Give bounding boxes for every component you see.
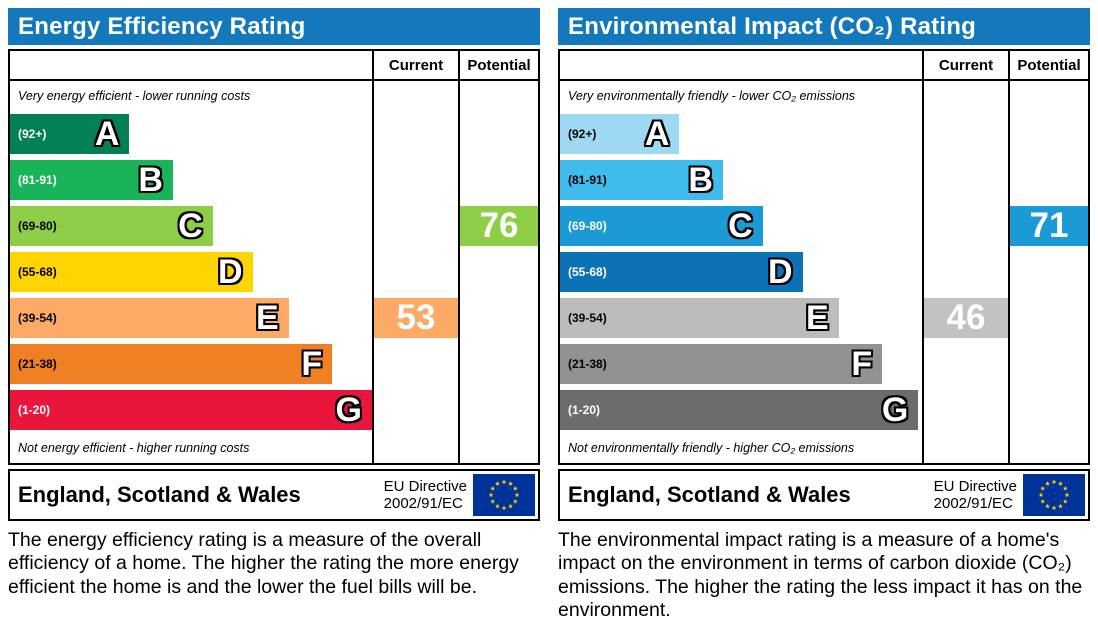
band-bar-c: (69-80) C <box>10 206 213 246</box>
band-row-d: (55-68) D <box>560 249 1088 295</box>
band-letter: E <box>806 299 829 337</box>
band-letter: C <box>178 207 203 245</box>
band-bar-b: (81-91) B <box>560 160 723 200</box>
bottom-note-row: Not energy efficient - higher running co… <box>10 433 538 463</box>
top-note-row: Very environmentally friendly - lower CO… <box>560 81 1088 111</box>
current-column-header: Current <box>372 51 458 79</box>
band-bar-f: (21-38) F <box>10 344 333 384</box>
eu-flag-icon <box>1023 474 1085 516</box>
band-bar-a: (92+) A <box>560 114 680 154</box>
band-row-b: (81-91) B <box>10 157 538 203</box>
band-letter: G <box>335 391 362 429</box>
band-range: (55-68) <box>568 265 607 279</box>
band-range: (39-54) <box>568 311 607 325</box>
top-note: Very environmentally friendly - lower CO… <box>568 89 856 103</box>
current-column-header: Current <box>922 51 1008 79</box>
band-range: (81-91) <box>568 173 607 187</box>
bottom-note: Not environmentally friendly - higher CO… <box>568 441 855 455</box>
band-row-d: (55-68) D <box>10 249 538 295</box>
band-row-e: (39-54) E 46 <box>560 295 1088 341</box>
chart-title: Environmental Impact (CO₂) Rating <box>558 8 1090 45</box>
band-row-f: (21-38) F <box>560 341 1088 387</box>
band-letter: D <box>217 253 243 291</box>
eu-flag-icon <box>473 474 535 516</box>
band-bar-a: (92+) A <box>10 114 130 154</box>
band-bar-e: (39-54) E <box>560 298 839 338</box>
band-bar-e: (39-54) E <box>10 298 289 338</box>
band-bar-g: (1-20) G <box>560 390 919 430</box>
footer: England, Scotland & Wales EU Directive 2… <box>558 469 1090 521</box>
footer: England, Scotland & Wales EU Directive 2… <box>8 469 540 521</box>
band-row-g: (1-20) G <box>10 387 538 433</box>
eu-directive-label: EU Directive 2002/91/EC <box>383 477 467 512</box>
band-letter: A <box>644 115 670 153</box>
band-letter: C <box>728 207 753 245</box>
bottom-note-row: Not environmentally friendly - higher CO… <box>560 433 1088 463</box>
column-header-row: Current Potential <box>10 51 538 81</box>
band-row-b: (81-91) B <box>560 157 1088 203</box>
potential-column-header: Potential <box>1008 51 1088 79</box>
band-range: (55-68) <box>18 265 57 279</box>
band-letter: B <box>138 161 163 199</box>
band-bar-c: (69-80) C <box>560 206 763 246</box>
current-rating-value: 53 <box>374 298 458 338</box>
chart-caption: The energy efficiency rating is a measur… <box>8 529 519 598</box>
column-header-row: Current Potential <box>560 51 1088 81</box>
band-row-c: (69-80) C 71 <box>560 203 1088 249</box>
bottom-note: Not energy efficient - higher running co… <box>18 441 250 455</box>
region-label: England, Scotland & Wales <box>18 482 301 507</box>
band-range: (1-20) <box>18 403 51 417</box>
band-range: (69-80) <box>18 219 57 233</box>
band-letter: F <box>301 345 323 383</box>
band-range: (92+) <box>18 127 47 141</box>
band-row-c: (69-80) C 76 <box>10 203 538 249</box>
band-range: (21-38) <box>568 357 607 371</box>
band-range: (69-80) <box>568 219 607 233</box>
band-range: (1-20) <box>568 403 601 417</box>
band-row-a: (92+) A <box>10 111 538 157</box>
environmental-impact-panel: Environmental Impact (CO₂) Rating Curren… <box>558 8 1090 623</box>
eu-directive-label: EU Directive 2002/91/EC <box>933 477 1017 512</box>
band-range: (21-38) <box>18 357 57 371</box>
band-bar-d: (55-68) D <box>560 252 803 292</box>
header-spacer <box>560 51 922 79</box>
band-letter: E <box>256 299 279 337</box>
chart-box: Current Potential Very environmentally f… <box>558 49 1090 465</box>
chart-title: Energy Efficiency Rating <box>8 8 540 45</box>
band-range: (92+) <box>568 127 597 141</box>
band-row-e: (39-54) E 53 <box>10 295 538 341</box>
band-bar-b: (81-91) B <box>10 160 173 200</box>
region-label: England, Scotland & Wales <box>568 482 851 507</box>
current-rating-value: 46 <box>924 298 1008 338</box>
band-range: (81-91) <box>18 173 57 187</box>
chart-caption: The environmental impact rating is a mea… <box>558 529 1083 622</box>
band-letter: G <box>881 391 909 429</box>
band-letter: A <box>94 115 120 153</box>
top-note: Very energy efficient - lower running co… <box>18 89 251 103</box>
potential-rating-value: 71 <box>1010 206 1088 246</box>
band-range: (39-54) <box>18 311 57 325</box>
band-bar-g: (1-20) G <box>10 390 372 430</box>
energy-efficiency-panel: Energy Efficiency Rating Current Potenti… <box>8 8 540 623</box>
band-letter: B <box>688 161 713 199</box>
chart-box: Current Potential Very energy efficient … <box>8 49 540 465</box>
band-bar-f: (21-38) F <box>560 344 883 384</box>
band-bar-d: (55-68) D <box>10 252 253 292</box>
band-row-a: (92+) A <box>560 111 1088 157</box>
band-letter: D <box>767 253 793 291</box>
potential-column-header: Potential <box>458 51 538 79</box>
header-spacer <box>10 51 372 79</box>
potential-rating-value: 76 <box>460 206 538 246</box>
band-row-f: (21-38) F <box>10 341 538 387</box>
top-note-row: Very energy efficient - lower running co… <box>10 81 538 111</box>
band-letter: F <box>851 345 873 383</box>
band-row-g: (1-20) G <box>560 387 1088 433</box>
